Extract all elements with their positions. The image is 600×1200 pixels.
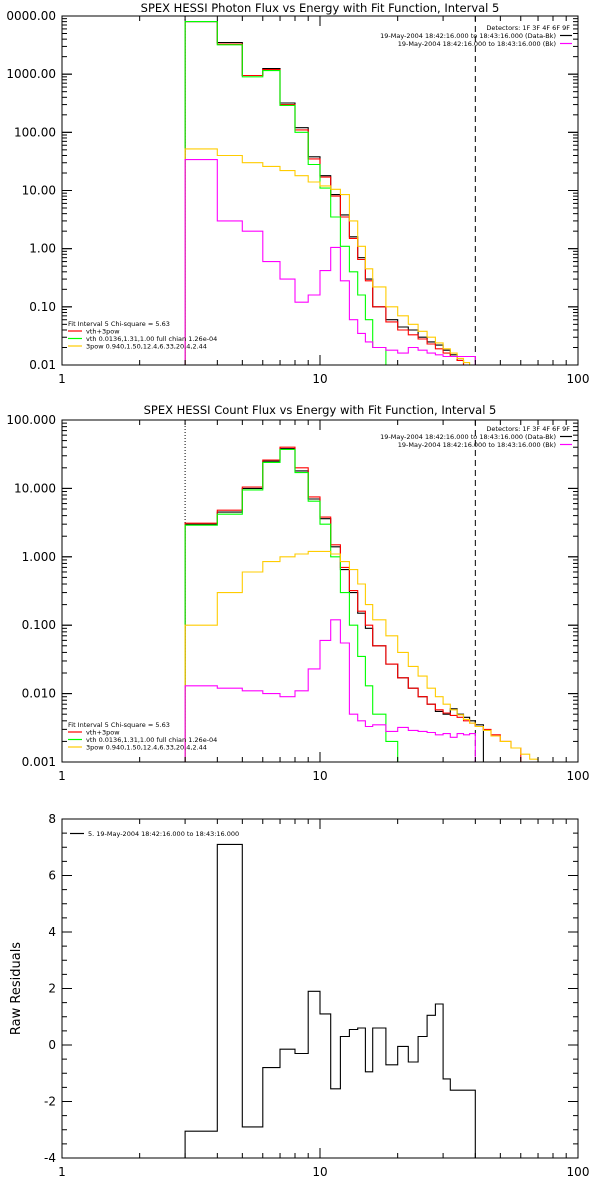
legend-entry-label: 5. 19-May-2004 18:42:16.000 to 18:43:16.…: [88, 830, 239, 838]
y-tick-label: 2: [48, 982, 56, 996]
y-tick-label: 1.000: [22, 550, 56, 564]
y-tick-label: 8: [48, 812, 56, 826]
y-tick-label: 0.10: [29, 300, 56, 314]
legend-entry-label: 19-May-2004 18:42:16.000 to 18:43:16.000…: [398, 40, 556, 48]
series-group: [184, 446, 547, 762]
y-tick-label: 6: [48, 869, 56, 883]
series-group: [184, 21, 476, 365]
y-tick-label: 0.01: [29, 358, 56, 372]
y-tick-label: 1000.00: [6, 67, 56, 81]
x-tick-label: 1: [58, 1165, 66, 1179]
legend-entry-label: 3pow 0.940,1.50,12.4,6.33,20.4,2.44: [86, 343, 207, 351]
legend-entry-label: 19-May-2004 18:42:16.000 to 18:43:16.000…: [380, 32, 556, 40]
y-tick-label: 100.00: [14, 125, 56, 139]
y-tick-label: 0000.00: [6, 9, 56, 23]
legend-entry-label: 3pow 0.940,1.50,12.4,6.33,20.4,2.44: [86, 744, 207, 752]
x-tick-label: 100: [567, 1165, 590, 1179]
series-5-19-may-2004-18-42-16-000-to-18-43-16-000: [184, 843, 476, 1158]
y-tick-label: 10.00: [22, 184, 56, 198]
series-group: [184, 843, 476, 1158]
y-tick-label: 0.001: [22, 755, 56, 769]
chart-3: 1 10 100 -4 -2 0 2 4 6 8 Raw Residuals 5. 19-May-20…: [9, 812, 589, 1179]
y-tick-label: 4: [48, 925, 56, 939]
x-tick-label: 1: [58, 372, 66, 386]
series-vth-3pow: [184, 446, 522, 762]
legend-entry-label: vth+3pow: [86, 328, 120, 336]
legend-header: Detectors: 1F 3F 4F 6F 9F: [486, 24, 570, 32]
series-bk: [184, 619, 476, 762]
y-tick-label: 0.010: [22, 687, 56, 701]
legend-entry-label: 19-May-2004 18:42:16.000 to 18:43:16.000…: [398, 441, 556, 449]
y-tick-label: 1.00: [29, 242, 56, 256]
y-tick-label: -4: [44, 1151, 56, 1165]
plot-frame: [61, 419, 579, 763]
chart-1: SPEX HESSI Photon Flux vs Energy with Fi…: [6, 1, 590, 386]
x-tick-label: 1: [58, 769, 66, 783]
legend-entry-label: vth 0.0136,1.31,1.00 full chian 1.26e-04: [86, 335, 217, 343]
legend-header: Detectors: 1F 3F 4F 6F 9F: [486, 425, 570, 433]
x-tick-label: 10: [312, 769, 327, 783]
chart-title: SPEX HESSI Photon Flux vs Energy with Fi…: [141, 1, 500, 15]
y-tick-label: 0.100: [22, 618, 56, 632]
x-tick-label: 100: [567, 372, 590, 386]
series-data-bk: [184, 21, 471, 365]
x-tick-label: 10: [312, 1165, 327, 1179]
chart-2: SPEX HESSI Count Flux vs Energy with Fit…: [6, 403, 590, 783]
plot-frame: [61, 818, 579, 1159]
series-vth: [184, 448, 399, 762]
series-vth: [184, 21, 387, 365]
y-tick-label: 10.000: [14, 481, 56, 495]
legend-entry-label: vth+3pow: [86, 729, 120, 737]
series-data-bk: [184, 448, 484, 762]
y-tick-label: -2: [44, 1095, 56, 1109]
series-vth-3pow: [184, 21, 471, 365]
legend-entry-label: 19-May-2004 18:42:16.000 to 18:43:16.000…: [380, 433, 556, 441]
chart-title: SPEX HESSI Count Flux vs Energy with Fit…: [144, 403, 497, 417]
y-tick-label: 0: [48, 1038, 56, 1052]
x-tick-label: 100: [567, 769, 590, 783]
legend-header: Fit Interval 5 Chi-square = 5.63: [68, 721, 170, 729]
series-3pow: [184, 550, 547, 762]
y-axis-label: Raw Residuals: [9, 942, 24, 1035]
series-3pow: [184, 148, 471, 365]
series-bk: [184, 159, 476, 365]
y-tick-label: 100.000: [6, 413, 56, 427]
legend-entry-label: vth 0.0136,1.31,1.00 full chian 1.26e-04: [86, 736, 217, 744]
plot-frame: [61, 15, 579, 366]
x-tick-label: 10: [312, 372, 327, 386]
legend-header: Fit Interval 5 Chi-square = 5.63: [68, 320, 170, 328]
